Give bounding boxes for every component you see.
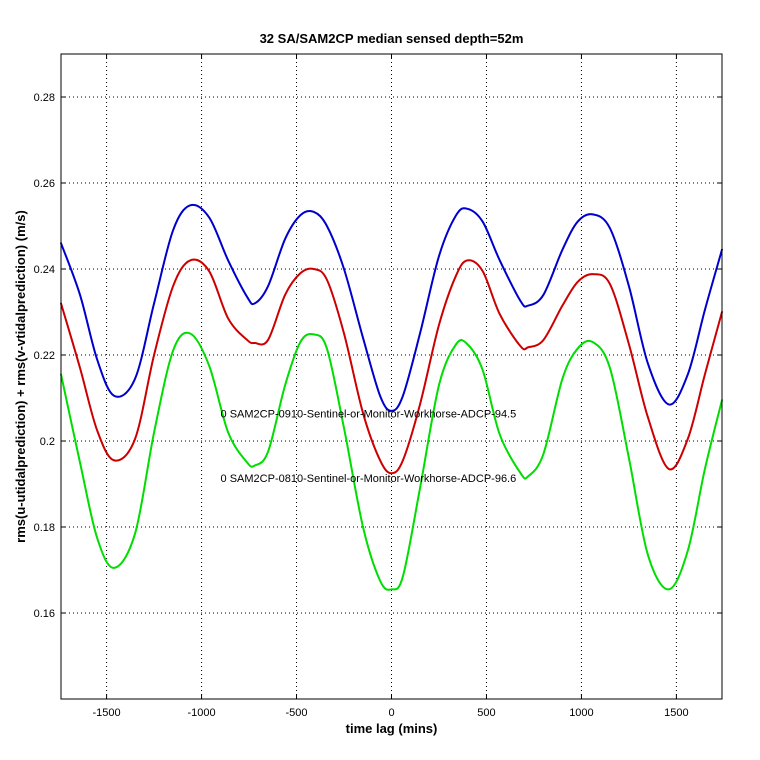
x-tick-label: 500 [477, 707, 495, 719]
x-tick-label: -1500 [93, 707, 121, 719]
x-axis-label: time lag (mins) [346, 721, 438, 736]
y-tick-label: 0.16 [34, 608, 55, 620]
annotation-layer: 0 SAM2CP-0910-Sentinel-or-Monitor-Workho… [221, 408, 517, 485]
series-layer [60, 203, 723, 591]
y-axis-label: rms(u-utidalprediction) + rms(v-vtidalpr… [13, 210, 28, 543]
y-tick-label: 0.28 [34, 92, 55, 104]
x-tick-label: -500 [286, 707, 308, 719]
y-tick-label: 0.2 [40, 436, 55, 448]
x-tick-label: 1000 [569, 707, 593, 719]
x-tick-label: 1500 [664, 707, 688, 719]
series-line-3 [60, 331, 723, 591]
y-tick-label: 0.18 [34, 522, 55, 534]
chart-title: 32 SA/SAM2CP median sensed depth=52m [260, 31, 524, 46]
x-tick-label: -1000 [187, 707, 215, 719]
x-tick-label: 0 [388, 707, 394, 719]
tick-layer: -1500 -1000 -500 0 500 1000 1500 0.16 0.18 0.2 0.2… [34, 54, 722, 719]
series-line-2 [60, 258, 723, 475]
series-line-1 [60, 203, 723, 412]
annotation-label: 0 SAM2CP-0910-Sentinel-or-Monitor-Workho… [221, 408, 517, 420]
y-tick-label: 0.26 [34, 178, 55, 190]
annotation-label: 0 SAM2CP-0810-Sentinel-or-Monitor-Workho… [221, 473, 517, 485]
y-tick-label: 0.22 [34, 350, 55, 362]
y-tick-label: 0.24 [34, 264, 55, 276]
